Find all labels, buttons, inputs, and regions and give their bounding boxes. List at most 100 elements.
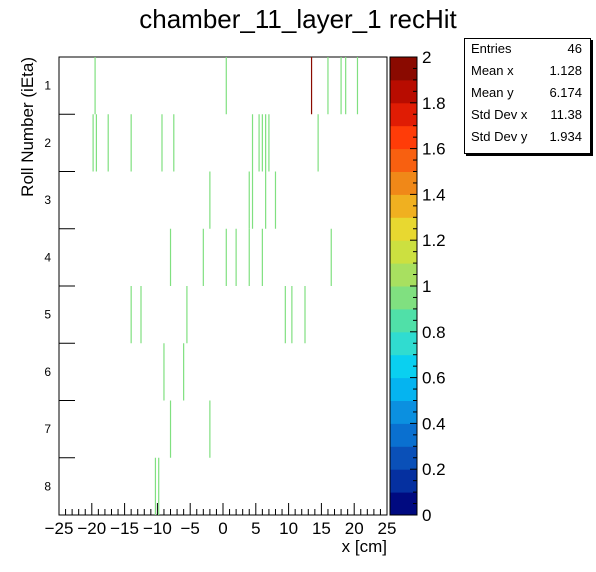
- hit-mark: [235, 228, 237, 286]
- stats-box: Entries 46 Mean x 1.128 Mean y 6.174 Std…: [464, 38, 591, 154]
- hit-mark: [92, 114, 94, 172]
- y-tick-label: 3: [44, 193, 51, 207]
- colorbar-segment: [390, 125, 417, 150]
- hit-mark: [95, 114, 97, 172]
- y-tick-label: 4: [44, 250, 51, 264]
- x-tick-label: −20: [77, 519, 106, 538]
- colorbar-segment: [390, 240, 417, 264]
- chart-title: chamber_11_layer_1 recHit: [139, 4, 457, 34]
- colorbar-tick-label: 1.4: [422, 185, 446, 204]
- colorbar-segment: [390, 217, 417, 241]
- hit-mark: [107, 114, 109, 172]
- hit-mark: [345, 57, 347, 115]
- x-tick-label: 15: [312, 519, 331, 538]
- hit-mark: [225, 228, 227, 286]
- x-tick-label: 25: [378, 519, 397, 538]
- colorbar-tick-label: 0.2: [422, 460, 446, 479]
- hit-mark: [163, 343, 165, 401]
- colorbar-segment: [390, 308, 417, 333]
- hit-mark: [154, 457, 157, 515]
- hit-mark: [310, 57, 313, 115]
- hit-mark: [248, 171, 250, 229]
- y-tick-label: 7: [44, 422, 51, 436]
- colorbar-segment: [390, 286, 417, 310]
- x-axis-title: x [cm]: [342, 537, 387, 556]
- colorbar-tick-label: 1.2: [422, 231, 446, 250]
- hit-mark: [94, 57, 96, 115]
- hit-mark: [265, 114, 267, 172]
- y-tick-label: 1: [44, 79, 51, 93]
- x-tick-label: 0: [218, 519, 227, 538]
- hit-mark: [186, 286, 188, 344]
- colorbar-segment: [390, 400, 417, 424]
- stats-row-std-dev-y: Std Dev y 1.934: [471, 129, 582, 149]
- colorbar-segment: [390, 263, 417, 287]
- hit-mark: [158, 457, 160, 515]
- hit-mark: [209, 171, 211, 229]
- colorbar-segment: [390, 194, 417, 218]
- colorbar-segment: [390, 102, 417, 127]
- stats-label: Mean x: [471, 63, 514, 78]
- hit-mark: [169, 228, 172, 286]
- stats-label: Entries: [471, 41, 512, 56]
- colorbar-segment: [390, 377, 417, 401]
- hit-mark: [304, 286, 306, 344]
- x-tick-label: 10: [279, 519, 298, 538]
- hit-mark: [265, 171, 267, 229]
- colorbar-tick-label: 0.6: [422, 369, 446, 388]
- hit-mark: [251, 114, 254, 172]
- stats-label: Std Dev y: [471, 129, 528, 144]
- stats-value: 1.934: [549, 129, 582, 144]
- colorbar-tick-label: 0.8: [422, 323, 446, 342]
- stats-row-entries: Entries 46: [471, 41, 582, 61]
- y-tick-label: 5: [44, 308, 51, 322]
- stats-value: 11.38: [550, 107, 582, 122]
- y-axis-title: Roll Number (iEta): [18, 57, 37, 197]
- hit-mark: [291, 286, 293, 344]
- hit-mark: [173, 114, 175, 172]
- hit-mark: [140, 286, 142, 344]
- hit-mark: [202, 228, 204, 286]
- stats-value: 46: [567, 41, 582, 56]
- hit-mark: [327, 57, 329, 115]
- hit-mark: [340, 57, 342, 115]
- hit-mark: [268, 114, 270, 172]
- hit-mark: [183, 343, 185, 401]
- colorbar-segment: [390, 354, 417, 379]
- colorbar-tick-label: 0: [422, 506, 431, 525]
- hit-mark: [356, 57, 359, 115]
- y-tick-label: 2: [44, 136, 51, 150]
- hit-mark: [261, 114, 263, 172]
- hit-mark: [225, 57, 227, 115]
- colorbar-segment: [390, 469, 417, 493]
- stats-row-mean-y: Mean y 6.174: [471, 85, 582, 105]
- hit-mark: [284, 286, 286, 344]
- hit-mark: [209, 400, 211, 458]
- hit-mark: [330, 228, 332, 286]
- x-tick-label: −25: [45, 519, 74, 538]
- hit-mark: [251, 171, 254, 229]
- stats-label: Mean y: [471, 85, 514, 100]
- hit-mark: [261, 228, 263, 286]
- colorbar-segment: [390, 79, 417, 104]
- colorbar-tick-label: 2: [422, 48, 431, 67]
- hit-mark: [274, 171, 277, 229]
- stats-label: Std Dev x: [471, 107, 528, 122]
- hit-mark: [248, 228, 250, 286]
- colorbar-segment: [390, 171, 417, 195]
- colorbar-segment: [390, 57, 417, 81]
- hit-mark: [169, 400, 172, 458]
- colorbar-segment: [390, 492, 417, 516]
- colorbar-segment: [390, 331, 417, 356]
- hit-mark: [317, 114, 319, 172]
- hit-mark: [161, 114, 163, 172]
- hit-mark: [258, 114, 260, 172]
- colorbar-tick-label: 0.4: [422, 414, 446, 433]
- colorbar-tick-label: 1.8: [422, 94, 446, 113]
- stats-value: 6.174: [549, 85, 582, 100]
- hit-mark: [130, 114, 132, 172]
- x-tick-label: −10: [143, 519, 172, 538]
- stats-value: 1.128: [549, 63, 582, 78]
- x-tick-label: −5: [181, 519, 200, 538]
